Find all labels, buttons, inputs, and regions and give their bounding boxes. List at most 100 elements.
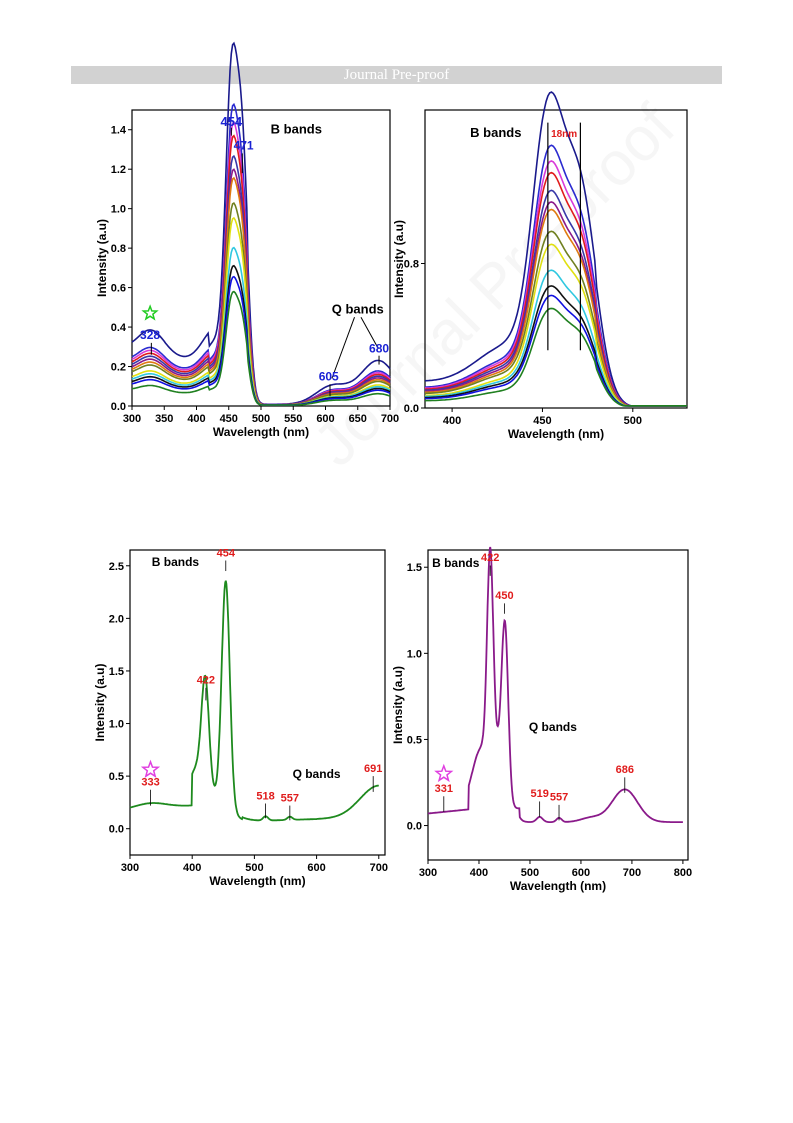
y-axis-label: Intensity (a.u) [391, 666, 405, 744]
series-line [425, 201, 687, 407]
series-line [424, 208, 687, 407]
y-axis-label: Intensity (a.u) [93, 663, 107, 741]
x-tick-label: 700 [370, 862, 388, 874]
y-tick-label: 1.0 [111, 204, 126, 216]
series-line [131, 41, 391, 406]
y-tick-label: 0.0 [404, 403, 419, 415]
journal-header-bar: Journal Pre-proof [71, 66, 722, 84]
x-tick-label: 650 [349, 413, 367, 425]
x-tick-label: 450 [533, 415, 551, 427]
plot-frame [424, 109, 688, 409]
star-icon [141, 304, 159, 321]
series-line [131, 154, 391, 406]
x-tick-label: 600 [307, 862, 325, 874]
peak-label: 518 [256, 790, 274, 802]
peak-label: 422 [197, 675, 215, 687]
series-line [424, 144, 687, 407]
y-tick-label: 0.0 [111, 401, 126, 413]
series-line [131, 264, 391, 406]
y-axis-label: Intensity (a.u) [95, 219, 109, 297]
peak-label: 557 [550, 792, 568, 804]
peak-label-471: 471 [234, 138, 254, 152]
b-bands-label: B bands [271, 122, 322, 137]
y-tick-label: 1.4 [111, 125, 127, 137]
peak-label-680: 680 [369, 342, 389, 356]
y-tick-label: 0.8 [111, 243, 126, 255]
q-bands-label: Q bands [293, 767, 341, 781]
chart-bottom-left: 300 400 500 600 700 0.0 0.5 1.0 1.5 2.0 2.5 Wavelen… [93, 547, 388, 888]
peak-label: 557 [281, 792, 299, 804]
x-tick-label: 700 [381, 413, 399, 425]
shift-label: 18nm [551, 129, 577, 140]
journal-header-text: Journal Pre-proof [343, 67, 450, 83]
star-icon [140, 759, 161, 779]
y-axis-label: Intensity (a.u) [392, 220, 406, 298]
x-tick-label: 800 [674, 867, 692, 879]
x-tick-label: 550 [284, 413, 302, 425]
peak-label: 691 [364, 763, 382, 775]
series-line [131, 275, 391, 406]
peak-label: 450 [495, 590, 513, 602]
y-tick-label: 0.5 [407, 734, 422, 746]
q-band-pointer [360, 316, 379, 350]
x-tick-label: 500 [521, 867, 539, 879]
q-bands-label: Q bands [529, 720, 577, 734]
x-tick-label: 300 [121, 862, 139, 874]
x-tick-label: 500 [245, 862, 263, 874]
y-tick-label: 0.2 [111, 362, 126, 374]
series-line [131, 102, 391, 406]
peak-label-328: 328 [140, 328, 160, 342]
y-tick-label: 2.5 [109, 561, 124, 573]
x-axis-label: Wavelength (nm) [510, 879, 606, 893]
b-bands-label: B bands [470, 125, 521, 140]
q-band-pointer [331, 317, 355, 379]
y-tick-label: 1.0 [109, 719, 124, 731]
x-tick-label: 600 [572, 867, 590, 879]
x-axis-label: Wavelength (nm) [213, 425, 309, 439]
y-tick-label: 0.0 [109, 824, 124, 836]
x-tick-label: 400 [443, 415, 461, 427]
x-axis-label: Wavelength (nm) [209, 874, 305, 888]
y-tick-label: 0.0 [407, 821, 422, 833]
peak-label-454: 454 [220, 114, 242, 129]
chart-top-right: 400 450 500 0.0 0.8 Wavelength (nm) Intensity … [392, 91, 688, 441]
x-tick-label: 300 [123, 413, 141, 425]
series-line [131, 290, 391, 406]
y-tick-label: 1.5 [109, 666, 124, 678]
x-tick-label: 500 [252, 413, 270, 425]
plot-frame [129, 549, 386, 856]
y-tick-label: 0.5 [109, 771, 124, 783]
peak-label: 422 [481, 552, 499, 564]
series-line [424, 307, 687, 407]
x-axis-label: Wavelength (nm) [508, 427, 604, 441]
series-line [129, 580, 379, 822]
x-tick-label: 700 [623, 867, 641, 879]
y-tick-label: 0.4 [111, 322, 127, 334]
x-tick-label: 400 [470, 867, 488, 879]
b-bands-label: B bands [432, 556, 480, 570]
x-tick-label: 600 [316, 413, 334, 425]
y-tick-label: 1.0 [407, 648, 422, 660]
y-tick-label: 1.5 [407, 562, 422, 574]
chart-top-left: 300 350 400 450 500 550 600 650 700 0.0 0.2 0.4 0.6 0… [95, 41, 399, 439]
peak-label: 519 [530, 788, 548, 800]
x-tick-label: 500 [624, 415, 642, 427]
x-tick-label: 450 [220, 413, 238, 425]
b-bands-label: B bands [152, 555, 200, 569]
q-bands-label: Q bands [332, 301, 384, 316]
series-line [427, 546, 683, 823]
y-tick-label: 1.2 [111, 164, 126, 176]
y-tick-label: 2.0 [109, 613, 124, 625]
peak-label-605: 605 [319, 369, 339, 383]
star-icon [434, 763, 454, 783]
peak-label: 333 [141, 777, 159, 789]
chart-bottom-right: 300 400 500 600 700 800 0.0 0.5 1.0 1.5 Wavelength… [391, 546, 692, 893]
peak-label: 331 [435, 783, 453, 795]
x-tick-label: 400 [183, 862, 201, 874]
x-tick-label: 350 [155, 413, 173, 425]
x-tick-label: 400 [187, 413, 205, 425]
y-tick-label: 0.6 [111, 283, 126, 295]
x-tick-label: 300 [419, 867, 437, 879]
peak-label: 686 [616, 764, 634, 776]
series-line [424, 294, 687, 407]
